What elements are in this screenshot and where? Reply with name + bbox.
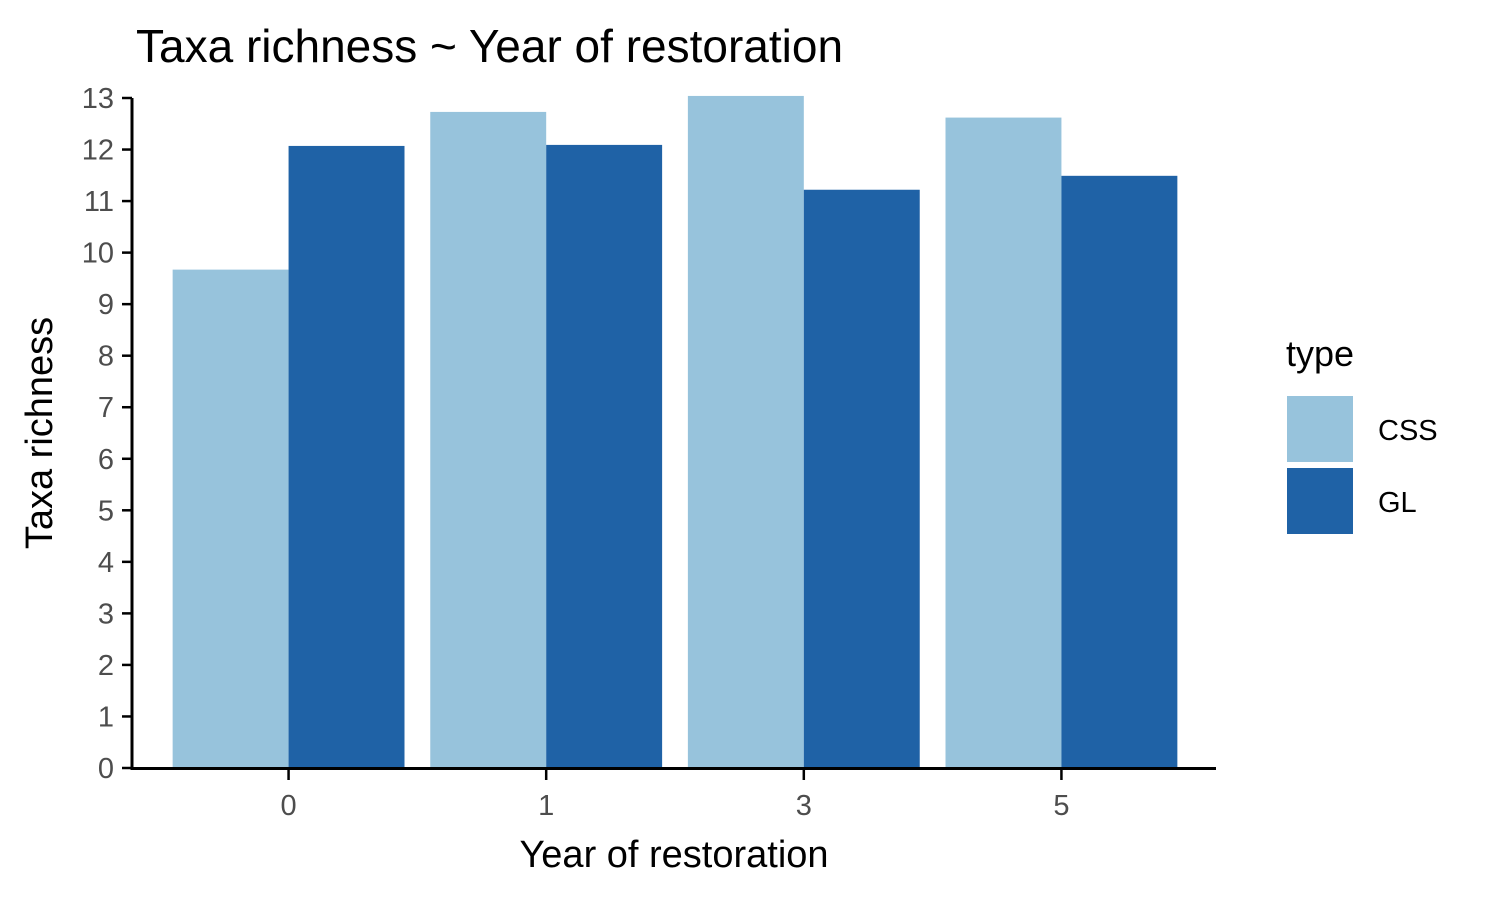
bar-gl-year-5 bbox=[1061, 175, 1178, 768]
y-tick-label: 10 bbox=[82, 238, 114, 270]
bar-css-year-1 bbox=[430, 111, 547, 769]
legend-label-gl: GL bbox=[1378, 487, 1417, 519]
x-axis-title: Year of restoration bbox=[519, 834, 828, 876]
x-tick-label: 3 bbox=[796, 790, 812, 822]
y-tick-label: 9 bbox=[98, 289, 114, 321]
x-tick-label: 1 bbox=[538, 790, 554, 822]
bar-css-year-3 bbox=[687, 95, 804, 768]
legend-label-css: CSS bbox=[1378, 415, 1438, 447]
legend-swatch-gl bbox=[1287, 468, 1353, 534]
bar-gl-year-3 bbox=[803, 189, 920, 769]
x-tick-label: 0 bbox=[281, 790, 297, 822]
bar-css-year-0 bbox=[172, 269, 289, 768]
x-axis-ticks: 0 1 3 5 bbox=[281, 770, 1069, 822]
bars-layer bbox=[172, 95, 1178, 769]
x-tick-label: 5 bbox=[1053, 790, 1069, 822]
y-tick-label: 11 bbox=[84, 186, 114, 218]
y-tick-label: 2 bbox=[98, 650, 114, 682]
y-tick-label: 8 bbox=[98, 341, 114, 373]
legend-title: type bbox=[1286, 333, 1354, 374]
y-tick-label: 3 bbox=[98, 598, 114, 630]
y-tick-label: 5 bbox=[98, 495, 114, 527]
chart-title: Taxa richness ~ Year of restoration bbox=[136, 20, 843, 72]
y-tick-label: 6 bbox=[98, 444, 114, 476]
y-tick-label: 4 bbox=[98, 547, 114, 579]
y-tick-label: 0 bbox=[98, 753, 114, 785]
y-tick-label: 12 bbox=[82, 135, 114, 167]
legend-items: CSS GL bbox=[1287, 396, 1438, 534]
y-tick-label: 13 bbox=[82, 83, 114, 115]
y-tick-label: 1 bbox=[98, 701, 114, 733]
y-axis-title: Taxa richness bbox=[19, 317, 61, 549]
y-tick-label: 7 bbox=[98, 392, 114, 424]
legend: type CSS GL bbox=[1286, 333, 1438, 534]
bar-css-year-5 bbox=[945, 117, 1062, 768]
legend-swatch-css bbox=[1287, 396, 1353, 462]
bar-gl-year-0 bbox=[288, 145, 405, 768]
bar-gl-year-1 bbox=[546, 144, 663, 768]
